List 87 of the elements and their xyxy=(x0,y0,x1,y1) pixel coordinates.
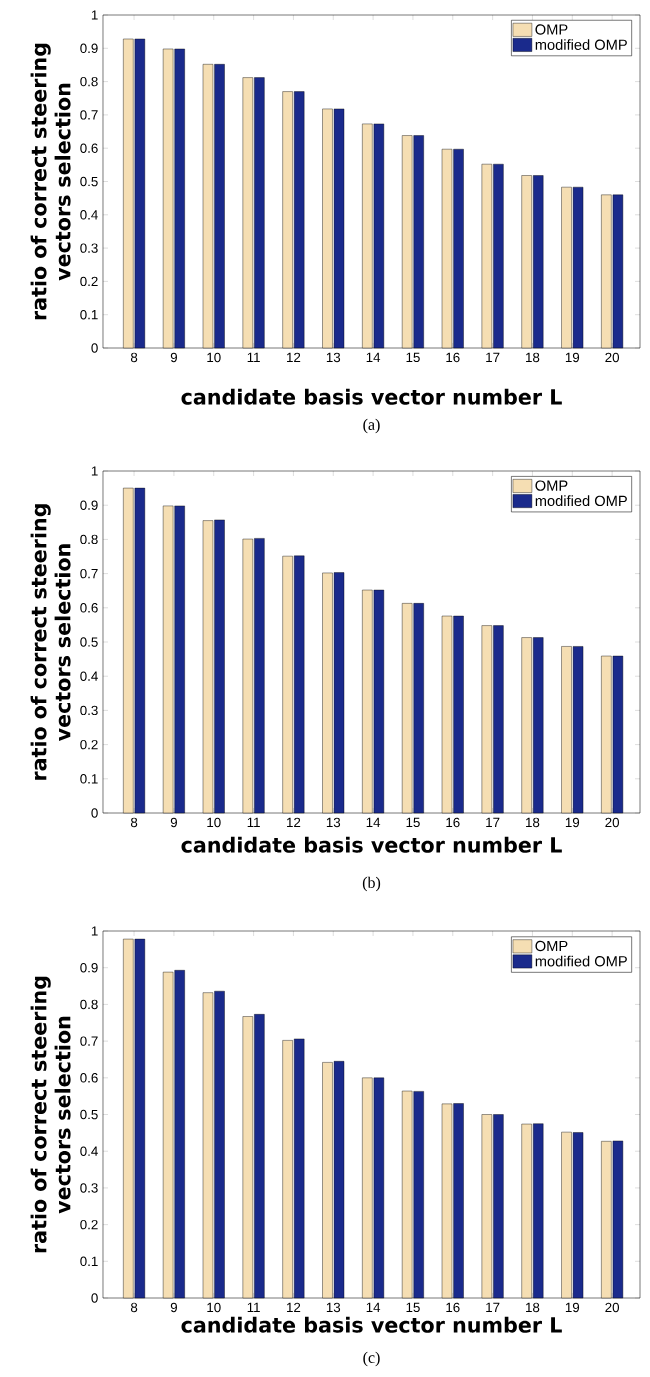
y-tick-label: 0.5 xyxy=(80,176,98,187)
x-tick-label: 14 xyxy=(366,817,381,827)
x-tick-label: 20 xyxy=(605,1302,620,1313)
legend-label: modified OMP xyxy=(535,39,627,50)
y-tick-label: 0.3 xyxy=(80,1183,98,1193)
x-tick-label: 12 xyxy=(287,817,301,828)
text: (c) xyxy=(363,1351,380,1367)
legend-label: modified OMP xyxy=(535,955,627,967)
x-tick-label: 18 xyxy=(526,1302,540,1313)
text: (a) xyxy=(363,418,380,434)
y-tick-label: 0.8 xyxy=(80,76,98,87)
y-tick-label: 0.3 xyxy=(80,243,98,253)
x-tick-label: 8 xyxy=(130,1302,138,1313)
y-tick-label: 0 xyxy=(91,1293,98,1303)
y-axis-title: ratio of correct steering vectors selection xyxy=(30,976,71,1253)
y-tick-label: 1 xyxy=(91,466,98,476)
x-tick-label: 13 xyxy=(326,817,341,828)
y-tick-label: 0.2 xyxy=(80,1219,98,1230)
x-tick-label: 11 xyxy=(247,1302,260,1312)
y-tick-label: 0.5 xyxy=(80,637,98,647)
x-tick-label: 15 xyxy=(406,352,420,363)
y-tick-label: 0.1 xyxy=(80,309,98,320)
y-tick-label: 0.2 xyxy=(80,276,98,287)
x-tick-label: 17 xyxy=(486,817,500,827)
text: (b) xyxy=(362,876,381,892)
x-tick-label: 11 xyxy=(247,817,260,827)
y-tick-label: 0.7 xyxy=(80,1036,98,1046)
y-tick-label: 0.7 xyxy=(80,110,98,120)
x-tick-label: 15 xyxy=(406,1302,420,1313)
y-tick-label: 1 xyxy=(91,926,98,936)
y-tick-label: 0.4 xyxy=(80,671,98,681)
x-tick-label: 19 xyxy=(565,1302,580,1313)
x-axis-title: candidate basis vector number L xyxy=(181,388,562,405)
y-tick-label: 0.4 xyxy=(80,210,98,220)
x-tick-label: 17 xyxy=(486,1302,500,1312)
y-tick-label: 0.9 xyxy=(80,43,98,54)
x-tick-label: 14 xyxy=(366,352,381,362)
y-tick-label: 0.6 xyxy=(80,143,98,153)
y-tick-label: 0.2 xyxy=(80,739,98,750)
x-tick-label: 8 xyxy=(130,352,138,363)
y-tick-label: 0.8 xyxy=(80,999,98,1010)
x-axis-title: candidate basis vector number L xyxy=(181,836,562,853)
y-tick-label: 0.9 xyxy=(80,500,98,510)
y-tick-label: 1 xyxy=(91,10,98,20)
x-tick-label: 8 xyxy=(130,817,138,828)
y-tick-label: 0.1 xyxy=(80,1256,98,1267)
legend-label: OMP xyxy=(535,940,568,952)
x-tick-label: 19 xyxy=(565,352,580,363)
x-tick-label: 9 xyxy=(170,817,177,828)
x-tick-label: 11 xyxy=(247,352,260,362)
x-tick-label: 16 xyxy=(446,817,460,828)
y-tick-label: 0.8 xyxy=(80,534,98,545)
y-tick-label: 0.5 xyxy=(80,1109,98,1120)
x-tick-label: 10 xyxy=(207,1302,221,1313)
x-axis-title: candidate basis vector number L xyxy=(181,1316,562,1333)
x-tick-label: 9 xyxy=(170,1302,177,1313)
y-axis-title: ratio of correct steering vectors selection xyxy=(30,43,71,320)
y-tick-label: 0.9 xyxy=(80,963,98,973)
x-tick-label: 10 xyxy=(207,352,221,363)
y-tick-label: 0.6 xyxy=(80,603,98,613)
legend-label: OMP xyxy=(535,24,568,35)
x-tick-label: 12 xyxy=(287,1302,301,1313)
x-tick-label: 19 xyxy=(565,817,580,828)
x-tick-label: 18 xyxy=(526,817,540,828)
x-tick-label: 15 xyxy=(406,817,420,828)
x-tick-label: 16 xyxy=(446,352,460,363)
x-tick-label: 9 xyxy=(170,352,177,363)
x-tick-label: 20 xyxy=(605,352,620,363)
y-tick-label: 0.6 xyxy=(80,1073,98,1083)
legend-label: modified OMP xyxy=(535,495,627,507)
x-tick-label: 10 xyxy=(207,817,221,828)
legend-label: OMP xyxy=(535,480,568,491)
x-tick-label: 20 xyxy=(605,817,620,828)
y-tick-label: 0.1 xyxy=(80,774,98,784)
y-axis-title: ratio of correct steering vectors selection xyxy=(30,504,71,780)
x-tick-label: 16 xyxy=(446,1302,460,1313)
x-tick-label: 18 xyxy=(526,352,540,363)
x-tick-label: 12 xyxy=(287,352,301,363)
y-tick-label: 0.7 xyxy=(80,568,98,579)
y-tick-label: 0 xyxy=(91,343,98,353)
y-tick-label: 0 xyxy=(91,808,98,818)
x-tick-label: 13 xyxy=(326,1302,341,1313)
x-tick-label: 17 xyxy=(486,352,500,362)
x-tick-label: 14 xyxy=(366,1302,381,1312)
y-tick-label: 0.3 xyxy=(80,705,98,716)
y-tick-label: 0.4 xyxy=(80,1146,98,1156)
x-tick-label: 13 xyxy=(326,352,341,363)
